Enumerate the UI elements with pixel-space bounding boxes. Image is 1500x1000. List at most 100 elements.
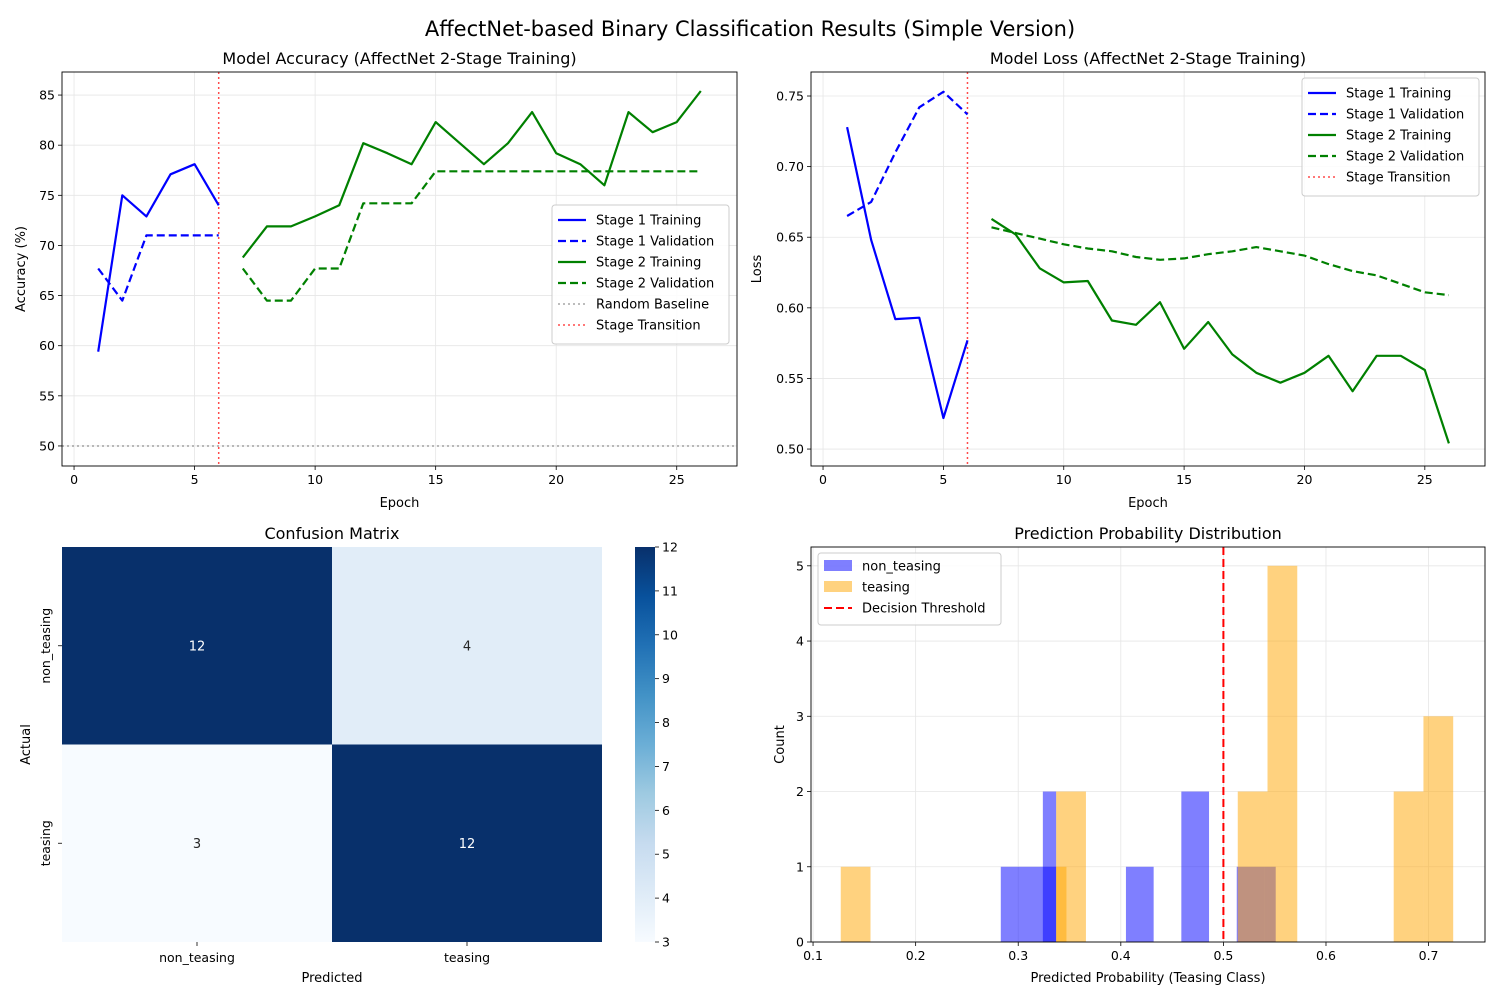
x-tick-label: 25	[669, 472, 685, 487]
y-tick-label: 75	[39, 188, 55, 203]
histogram-bar	[840, 866, 871, 942]
legend-label: Stage Transition	[1346, 171, 1451, 186]
histogram-bar	[1125, 866, 1154, 942]
x-tick-label: 15	[428, 472, 444, 487]
colorbar-tick-label: 9	[662, 671, 670, 686]
y-tick-label: 55	[39, 388, 55, 403]
legend-label: Stage 1 Training	[596, 214, 701, 229]
legend: Stage 1 Training Stage 1 Validation Stage …	[551, 204, 730, 345]
axes-frame	[61, 71, 738, 467]
y-axis-label: Actual	[19, 724, 34, 765]
heatmap-cell-value: 12	[189, 639, 206, 654]
accuracy-plot: 0 5 10 15 20 25 50 55 60 65 70 75 80 85 Model Accuracy…	[14, 49, 738, 511]
loss-plot: 0 5 10 15 20 25 0.50 0.55 0.60 0.65 0.70 0.75 Model …	[750, 49, 1486, 511]
legend-swatch	[824, 581, 852, 592]
colorbar-tick-label: 5	[662, 847, 670, 862]
x-tick-label: 5	[939, 472, 947, 487]
y-tick-label: non_teasing	[38, 608, 53, 684]
y-tick-label: 3	[796, 709, 804, 724]
legend-swatch	[824, 560, 852, 571]
legend-frame	[551, 204, 730, 345]
legend-label: Stage 2 Training	[1346, 129, 1451, 144]
legend-label: Stage Transition	[596, 319, 701, 334]
series-line	[97, 163, 220, 352]
x-tick-label: 20	[548, 472, 564, 487]
histogram-bar	[1056, 866, 1067, 942]
probability-histogram-plot: 0.1 0.2 0.3 0.4 0.5 0.6 0.7 0 1 2 3 4 5 Prediction Pr…	[773, 524, 1486, 986]
x-tick-label: 15	[1176, 472, 1192, 487]
y-tick-label: 0.60	[776, 300, 804, 315]
legend-frame	[1301, 77, 1480, 197]
series-line	[991, 226, 1450, 297]
axes-frame	[810, 71, 1486, 467]
y-tick-label: 80	[39, 138, 55, 153]
plot-title: Prediction Probability Distribution	[1014, 524, 1282, 543]
x-tick-label: 25	[1417, 472, 1433, 487]
colorbar-tick-label: 3	[662, 935, 670, 950]
y-tick-label: 70	[39, 238, 55, 253]
colorbar-tick-label: 8	[662, 715, 670, 730]
x-axis-label: Epoch	[380, 496, 420, 511]
x-tick-label: non_teasing	[159, 950, 235, 965]
y-tick-label: 0.65	[776, 230, 804, 245]
plot-title: Confusion Matrix	[264, 524, 399, 543]
heatmap-cell-value: 12	[459, 837, 476, 852]
x-axis-label: Predicted	[301, 971, 362, 986]
x-tick-label: 0.5	[1213, 948, 1233, 963]
colorbar	[635, 547, 655, 942]
x-tick-label: 0	[70, 472, 78, 487]
series-line	[846, 90, 969, 217]
histogram-bar	[1181, 791, 1210, 942]
heatmap-cell-value: 3	[193, 837, 201, 852]
histogram-bar	[1237, 791, 1268, 942]
legend-label: Stage 2 Validation	[1346, 150, 1464, 165]
heatmap-cell-value: 4	[463, 639, 471, 654]
colorbar-tick-label: 10	[662, 627, 678, 642]
y-axis-label: Loss	[750, 255, 765, 284]
heatmap-cell	[62, 744, 332, 942]
series-line	[97, 234, 219, 302]
x-tick-label: 10	[1056, 472, 1072, 487]
y-tick-label: 5	[796, 558, 804, 573]
x-tick-label: 5	[191, 472, 199, 487]
y-tick-label: 4	[796, 634, 804, 649]
plot-title: Model Accuracy (AffectNet 2-Stage Traini…	[222, 49, 576, 68]
series-line	[241, 90, 702, 259]
y-tick-label: 0.75	[776, 89, 804, 104]
heatmap-cell	[62, 547, 332, 745]
y-tick-label: 0.55	[776, 371, 804, 386]
y-tick-label: 1	[796, 859, 804, 874]
legend-label: non_teasing	[862, 560, 941, 575]
x-tick-label: 0.7	[1419, 948, 1439, 963]
y-tick-label: 0.50	[776, 442, 804, 457]
histogram-bar	[1000, 866, 1029, 942]
y-tick-label: 0	[796, 935, 804, 950]
heatmap-cell	[332, 744, 602, 942]
legend-label: Stage 2 Validation	[596, 277, 714, 292]
x-tick-label: 0.2	[906, 948, 926, 963]
x-tick-label: 0	[819, 472, 827, 487]
colorbar-tick-label: 6	[662, 803, 670, 818]
colorbar-tick-label: 4	[662, 891, 670, 906]
x-tick-label: teasing	[444, 950, 490, 965]
heatmap-cell	[332, 547, 602, 745]
legend-label: Random Baseline	[596, 298, 709, 313]
legend-label: Stage 2 Training	[596, 256, 701, 271]
x-tick-label: 0.4	[1111, 948, 1131, 963]
colorbar-tick-label: 7	[662, 759, 670, 774]
legend-label: Stage 1 Validation	[1346, 108, 1464, 123]
legend-label: Stage 1 Validation	[596, 235, 714, 250]
x-tick-label: 0.1	[803, 948, 823, 963]
x-tick-label: 0.3	[1008, 948, 1028, 963]
y-tick-label: teasing	[38, 820, 53, 866]
legend-label: Stage 1 Training	[1346, 87, 1451, 102]
x-axis-label: Predicted Probability (Teasing Class)	[1030, 971, 1265, 986]
x-tick-label: 10	[307, 472, 323, 487]
legend-frame	[817, 552, 1002, 626]
y-axis-label: Accuracy (%)	[14, 226, 29, 312]
colorbar-tick-label: 11	[662, 583, 678, 598]
series-line	[241, 170, 701, 302]
y-tick-label: 2	[796, 784, 804, 799]
